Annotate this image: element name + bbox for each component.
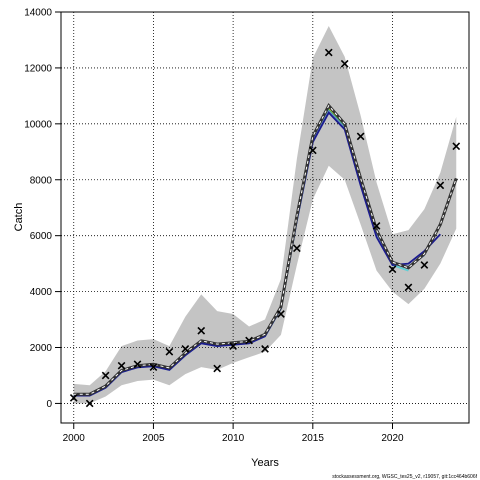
observation-point [101,371,110,380]
x-tick-label: 2020 [381,433,404,444]
observation-point [69,393,78,402]
y-tick-label: 14000 [24,8,52,19]
y-tick-label: 12000 [24,63,52,74]
observation-point [293,244,301,253]
y-tick-label: 10000 [24,119,52,130]
x-tick-label: 2010 [222,433,245,444]
observation-point [149,363,158,371]
observation-point [420,261,429,269]
observations-layer [69,48,461,408]
observation-point [133,360,142,369]
y-tick-label: 0 [46,399,52,410]
observation-point [436,181,445,190]
y-tick-label: 2000 [30,343,53,354]
grid-layer [61,11,469,423]
x-tick-label: 2005 [142,433,165,444]
axis-layer: 2000 2005 2010 2015 2020 0 2000 4000 6000 8000 100… [24,8,404,445]
observation-point [117,361,126,370]
series-layer [73,103,458,397]
observation-point [229,342,237,350]
observation-point [388,265,397,274]
observation-point [85,399,94,408]
series-line [73,111,441,397]
x-axis-title: Years [251,457,279,469]
observation-point [197,326,206,335]
observation-point [213,364,222,373]
observation-point [308,146,317,155]
observation-point [452,142,461,151]
observation-point [261,345,269,353]
observation-point [245,336,253,345]
x-tick-label: 2000 [63,433,86,444]
observation-point [277,310,285,318]
observation-point [181,345,190,353]
observation-point [404,283,413,292]
credit-text: stockassessment.org, WGSC_tes25_v2, r190… [332,474,477,480]
confidence-band [73,25,457,404]
observation-point [324,48,333,57]
y-tick-label: 4000 [30,287,53,298]
y-axis-title: Catch [13,203,25,232]
observation-point [372,222,381,230]
observation-point [165,347,174,356]
y-tick-label: 6000 [30,231,53,242]
series-line-dash [73,104,457,395]
observation-point [340,59,349,68]
observation-point [356,132,365,141]
confidence-band-layer [73,25,457,404]
y-tick-label: 8000 [30,175,53,186]
x-tick-label: 2015 [302,433,325,444]
plot-frame [60,11,470,424]
